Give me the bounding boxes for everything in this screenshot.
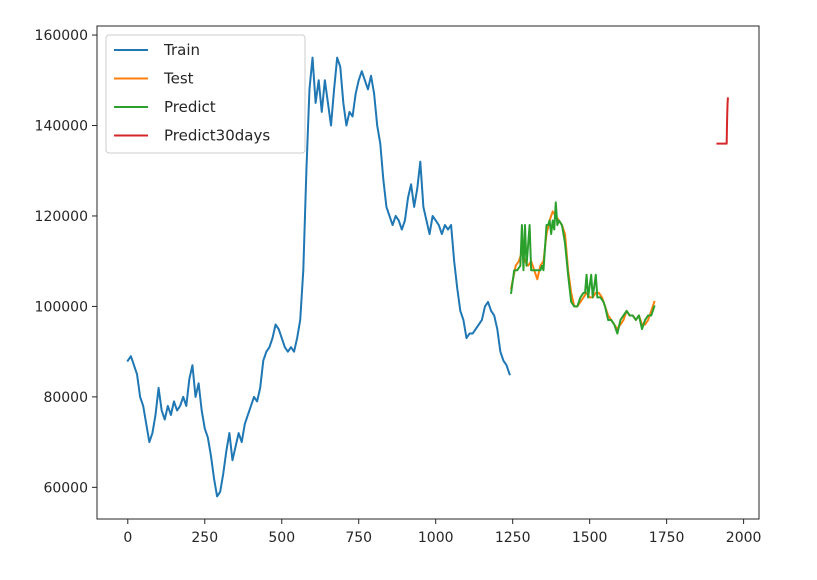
series-line-predict bbox=[510, 201, 656, 335]
x-tick-label: 1500 bbox=[572, 530, 608, 546]
x-tick-label: 0 bbox=[123, 530, 132, 546]
x-tick-label: 750 bbox=[345, 530, 372, 546]
y-tick-label: 60000 bbox=[43, 480, 88, 496]
x-tick-label: 2000 bbox=[726, 530, 762, 546]
y-tick-label: 160000 bbox=[35, 28, 88, 44]
x-axis: 0 250 500 750 1000 1250 1500 1750 2000 bbox=[123, 519, 761, 546]
legend-frame bbox=[105, 34, 306, 154]
x-tick-label: 500 bbox=[268, 530, 295, 546]
x-tick-label: 1750 bbox=[649, 530, 685, 546]
y-tick-label: 80000 bbox=[43, 390, 88, 406]
series-line-train bbox=[126, 56, 511, 498]
legend: Train Test Predict Predict30days bbox=[105, 34, 306, 154]
series-layer bbox=[126, 56, 729, 498]
plot-frame bbox=[96, 25, 760, 520]
x-tick-label: 1250 bbox=[495, 530, 531, 546]
legend-label-test: Test bbox=[163, 70, 194, 88]
x-tick-label: 250 bbox=[191, 530, 218, 546]
y-tick-label: 120000 bbox=[35, 209, 88, 225]
legend-label-predict30days: Predict30days bbox=[164, 127, 270, 145]
y-tick-label: 140000 bbox=[35, 119, 88, 135]
legend-label-train: Train bbox=[163, 41, 200, 59]
x-tick-label: 1000 bbox=[418, 530, 454, 546]
legend-label-predict: Predict bbox=[164, 98, 216, 116]
y-axis: 60000 80000 100000 120000 140000 160000 bbox=[35, 28, 97, 496]
series-line-predict30days bbox=[716, 97, 729, 145]
legend-items: Train Test Predict Predict30days bbox=[114, 41, 270, 145]
y-tick-label: 100000 bbox=[35, 299, 88, 315]
